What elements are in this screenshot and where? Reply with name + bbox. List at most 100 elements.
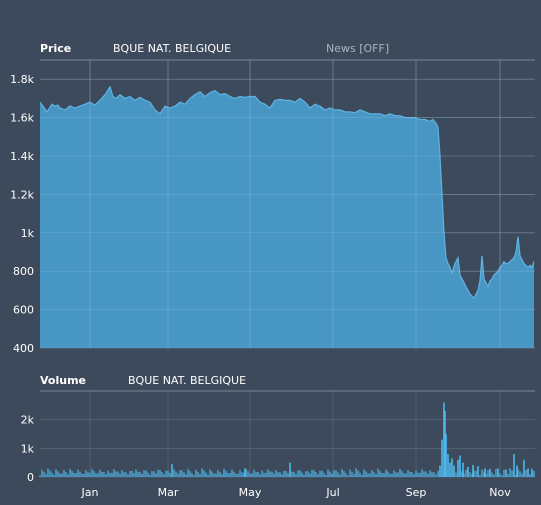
volume-bar (215, 473, 217, 477)
news-toggle[interactable]: News [OFF] (326, 42, 389, 55)
volume-bar (175, 471, 177, 477)
volume-bar (303, 474, 305, 477)
volume-bar (431, 472, 433, 477)
volume-bar (307, 471, 309, 477)
volume-bar (507, 473, 509, 477)
price-y-tick-label: 1.6k (10, 112, 34, 125)
volume-bar (179, 470, 181, 477)
price-panel-title: Price (40, 42, 71, 55)
volume-bar (462, 462, 464, 477)
volume-bar (421, 469, 423, 477)
volume-bar (163, 474, 165, 477)
volume-bar (169, 472, 171, 477)
volume-bar (483, 471, 485, 477)
volume-bar (533, 470, 535, 477)
volume-bar (325, 474, 327, 477)
volume-y-axis: 0 1k 2k (21, 414, 35, 484)
x-axis: Jan Mar May Jul Sep Nov (81, 486, 512, 499)
volume-bar (177, 473, 179, 477)
volume-bar (341, 468, 343, 477)
volume-bar (381, 472, 383, 477)
volume-bar (127, 474, 129, 477)
volume-bar (151, 471, 153, 477)
volume-bar (503, 469, 505, 477)
volume-bar (333, 470, 335, 477)
volume-bar (359, 472, 361, 477)
volume-bar (361, 474, 363, 477)
volume-bar (471, 474, 473, 477)
volume-bar (91, 468, 93, 477)
volume-bar (217, 470, 219, 477)
volume-bar (99, 469, 101, 477)
volume-bar (131, 470, 133, 477)
volume-bar (437, 470, 439, 477)
volume-bar (313, 469, 315, 477)
volume-bar (339, 474, 341, 477)
volume-bar (363, 469, 365, 477)
volume-bar (357, 470, 359, 477)
volume-bar (385, 469, 387, 477)
volume-bar (445, 434, 447, 477)
volume-bar (447, 454, 449, 477)
volume-bar (315, 472, 317, 477)
volume-bar (103, 472, 105, 477)
volume-bar (211, 471, 213, 477)
volume-y-tick-label: 2k (21, 414, 35, 427)
volume-bar (397, 472, 399, 477)
volume-bar (465, 469, 467, 477)
volume-bar (395, 472, 397, 477)
volume-bar (219, 472, 221, 477)
volume-bar (515, 474, 517, 477)
volume-bar (337, 472, 339, 477)
volume-bar (263, 472, 265, 477)
volume-bar (529, 474, 531, 477)
volume-bar (383, 473, 385, 477)
volume-bar (157, 469, 159, 477)
volume-bar (323, 472, 325, 477)
volume-bar (45, 473, 47, 477)
volume-bar (413, 474, 415, 477)
volume-bar (345, 473, 347, 477)
volume-bar (329, 471, 331, 477)
volume-bar (189, 471, 191, 477)
volume-bar (293, 471, 295, 477)
volume-bar (137, 471, 139, 477)
volume-bar (133, 473, 135, 477)
volume-bar (245, 468, 247, 477)
volume-bar (155, 473, 157, 477)
volume-bar (521, 473, 523, 477)
volume-bar (475, 470, 477, 477)
volume-bar (443, 402, 445, 477)
volume-bar (187, 468, 189, 477)
volume-bar (57, 471, 59, 477)
volume-bar (181, 470, 183, 477)
volume-bar (119, 473, 121, 477)
volume-bar (93, 471, 95, 477)
volume-bar (453, 465, 455, 477)
volume-bar (389, 473, 391, 477)
volume-bar (444, 411, 446, 477)
volume-bar (439, 465, 441, 477)
volume-bar (391, 473, 393, 477)
volume-bar (197, 471, 199, 477)
volume-bar (484, 468, 486, 477)
volume-bar (327, 469, 329, 477)
volume-bar (149, 474, 151, 477)
volume-bar (469, 472, 471, 477)
volume-bar (147, 472, 149, 477)
volume-y-tick-label: 1k (21, 442, 35, 455)
price-y-tick-label: 600 (13, 304, 34, 317)
volume-bar (479, 474, 481, 477)
volume-bar (81, 473, 83, 477)
volume-bar (509, 468, 511, 477)
volume-bar (105, 474, 107, 477)
volume-bar (223, 468, 225, 477)
volume-panel-subtitle: BQUE NAT. BELGIQUE (128, 374, 246, 387)
volume-bar (501, 475, 503, 477)
volume-bar (117, 471, 119, 477)
price-y-tick-label: 400 (13, 342, 34, 355)
volume-bar (139, 471, 141, 477)
volume-bar (321, 470, 323, 477)
x-tick-label: Jul (325, 486, 339, 499)
price-y-tick-label: 1.4k (10, 150, 34, 163)
